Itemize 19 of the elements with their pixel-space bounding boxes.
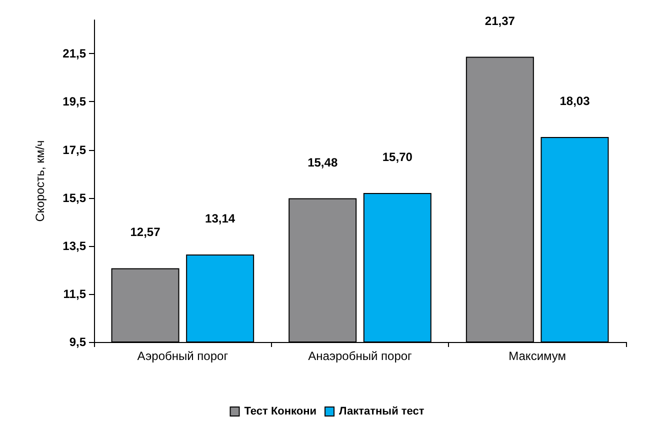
legend-label: Тест Конкони	[244, 406, 317, 418]
y-tick-label: 9,5	[69, 335, 86, 349]
legend-label: Лактатный тест	[339, 406, 425, 418]
y-tick-label: 19,5	[62, 94, 86, 109]
y-tick-label: 11,5	[63, 286, 86, 301]
y-tick-label: 13,5	[62, 238, 86, 253]
data-label: 21,37	[484, 14, 516, 28]
data-label: 15,48	[308, 155, 338, 170]
y-axis-title: Скорость, км/ч	[33, 140, 47, 222]
data-label: 15,70	[382, 150, 413, 164]
x-tick-label: Максимум	[508, 349, 566, 363]
y-tick-label: 15,5	[62, 190, 86, 205]
y-tick-label: 17,5	[62, 142, 86, 157]
data-label: 13,14	[205, 212, 236, 226]
data-label: 12,57	[130, 225, 161, 240]
data-label: 18,03	[560, 94, 590, 108]
x-tick-label: Аэробный порог	[137, 349, 229, 363]
y-tick-label: 21,5	[62, 46, 86, 61]
x-tick-label: Анаэробный порог	[308, 349, 413, 363]
